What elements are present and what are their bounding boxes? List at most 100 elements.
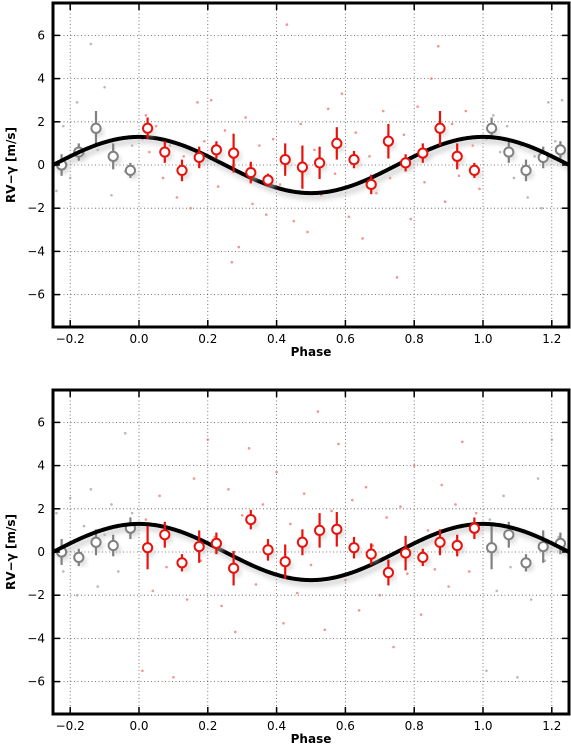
y-tick-label: 0 [37,545,45,559]
model-curve [53,521,569,583]
raw-point-repeated [488,518,492,521]
raw-point [282,621,285,625]
binned-repeated-point [73,551,85,564]
raw-point-repeated [68,176,72,180]
raw-point-repeated [62,124,65,128]
raw-point [326,107,330,111]
x-axis-label: Phase [291,732,332,746]
x-tick-label: 0.6 [336,332,355,346]
y-tick-label: 4 [37,459,45,473]
raw-point [430,77,433,80]
raw-point [172,675,175,679]
binned-point [434,536,446,548]
raw-point-repeated [533,155,536,158]
binned-point [348,154,360,166]
raw-point-repeated [492,114,495,117]
raw-point [289,522,292,526]
raw-point [292,219,296,223]
binned-point [365,548,377,560]
binned-repeated-point [90,122,102,134]
raw-point [182,155,186,158]
raw-point-repeated [62,570,65,573]
x-tick-label: 0.6 [336,719,355,733]
raw-point-repeated [110,503,113,506]
binned-point [348,542,360,554]
raw-point [467,570,471,573]
binned-point [228,147,240,159]
raw-point [209,98,213,102]
binned-point [468,522,480,534]
binned-point [142,542,154,554]
raw-point [165,565,168,569]
binned-point [382,135,394,147]
raw-point-repeated [130,511,134,515]
raw-point [285,23,289,26]
y-tick-label: 6 [37,415,45,429]
raw-point-repeated [505,124,509,128]
raw-point [247,447,251,450]
raw-point [251,202,254,206]
raw-point [295,591,299,595]
x-tick-label: −0.2 [56,719,85,733]
raw-point [299,122,302,126]
y-tick-label: −4 [27,244,45,258]
binned-point [365,178,377,191]
raw-point [220,604,223,608]
x-tick-label: 1.2 [542,332,561,346]
binned-point [296,536,308,548]
binned-repeated-point [520,557,532,569]
raw-point [412,464,416,467]
raw-point [206,438,210,441]
y-tick-label: −2 [27,201,45,215]
raw-point [216,185,220,188]
x-tick-label: 0.4 [267,719,286,733]
binned-point [176,557,188,569]
raw-point [275,470,278,474]
y-tick-label: 2 [37,115,45,129]
binned-point [262,174,274,186]
raw-point [261,503,265,506]
binned-point [296,161,308,173]
raw-point [392,645,395,649]
binned-repeated-point [503,529,515,541]
model-curve [53,134,569,196]
binned-repeated-point [537,541,549,553]
binned-point [314,157,326,169]
raw-point [148,150,151,154]
raw-point-repeated [55,189,58,193]
raw-point [340,92,344,96]
raw-point [278,183,282,186]
y-tick-label: −2 [27,588,45,602]
binned-repeated-point [503,146,515,158]
raw-point [230,260,234,264]
x-tick-label: 1.0 [473,332,492,346]
raw-point [447,585,450,588]
x-tick-label: 0.4 [267,332,286,346]
binned-point [159,529,171,541]
raw-point-repeated [540,206,543,210]
binned-point [400,157,412,169]
binned-point [417,147,429,159]
raw-point-repeated [509,565,512,569]
raw-point-repeated [516,675,519,679]
raw-point [381,109,385,113]
x-tick-label: 0.0 [129,332,148,346]
raw-point [306,230,309,234]
binned-repeated-point [107,150,119,162]
raw-point [416,105,419,108]
raw-point [302,492,306,495]
model-curve-shadow [54,137,569,201]
raw-point-repeated [550,438,554,441]
binned-point [193,151,205,164]
raw-point [154,124,158,128]
raw-point [330,509,333,513]
binned-point [382,566,394,579]
bottom-rv-panel: −0.2 0.0 0.2 0.4 0.6 0.8 1.0 1.2 −6 −4 −2 0 2 4 6 Phase… [4,388,571,746]
raw-point-repeated [75,101,79,104]
binned-point [228,562,240,574]
raw-point [457,174,461,178]
raw-point [161,176,165,180]
y-tick-label: 6 [37,28,45,42]
binned-point [210,144,222,156]
binned-point [279,556,291,568]
